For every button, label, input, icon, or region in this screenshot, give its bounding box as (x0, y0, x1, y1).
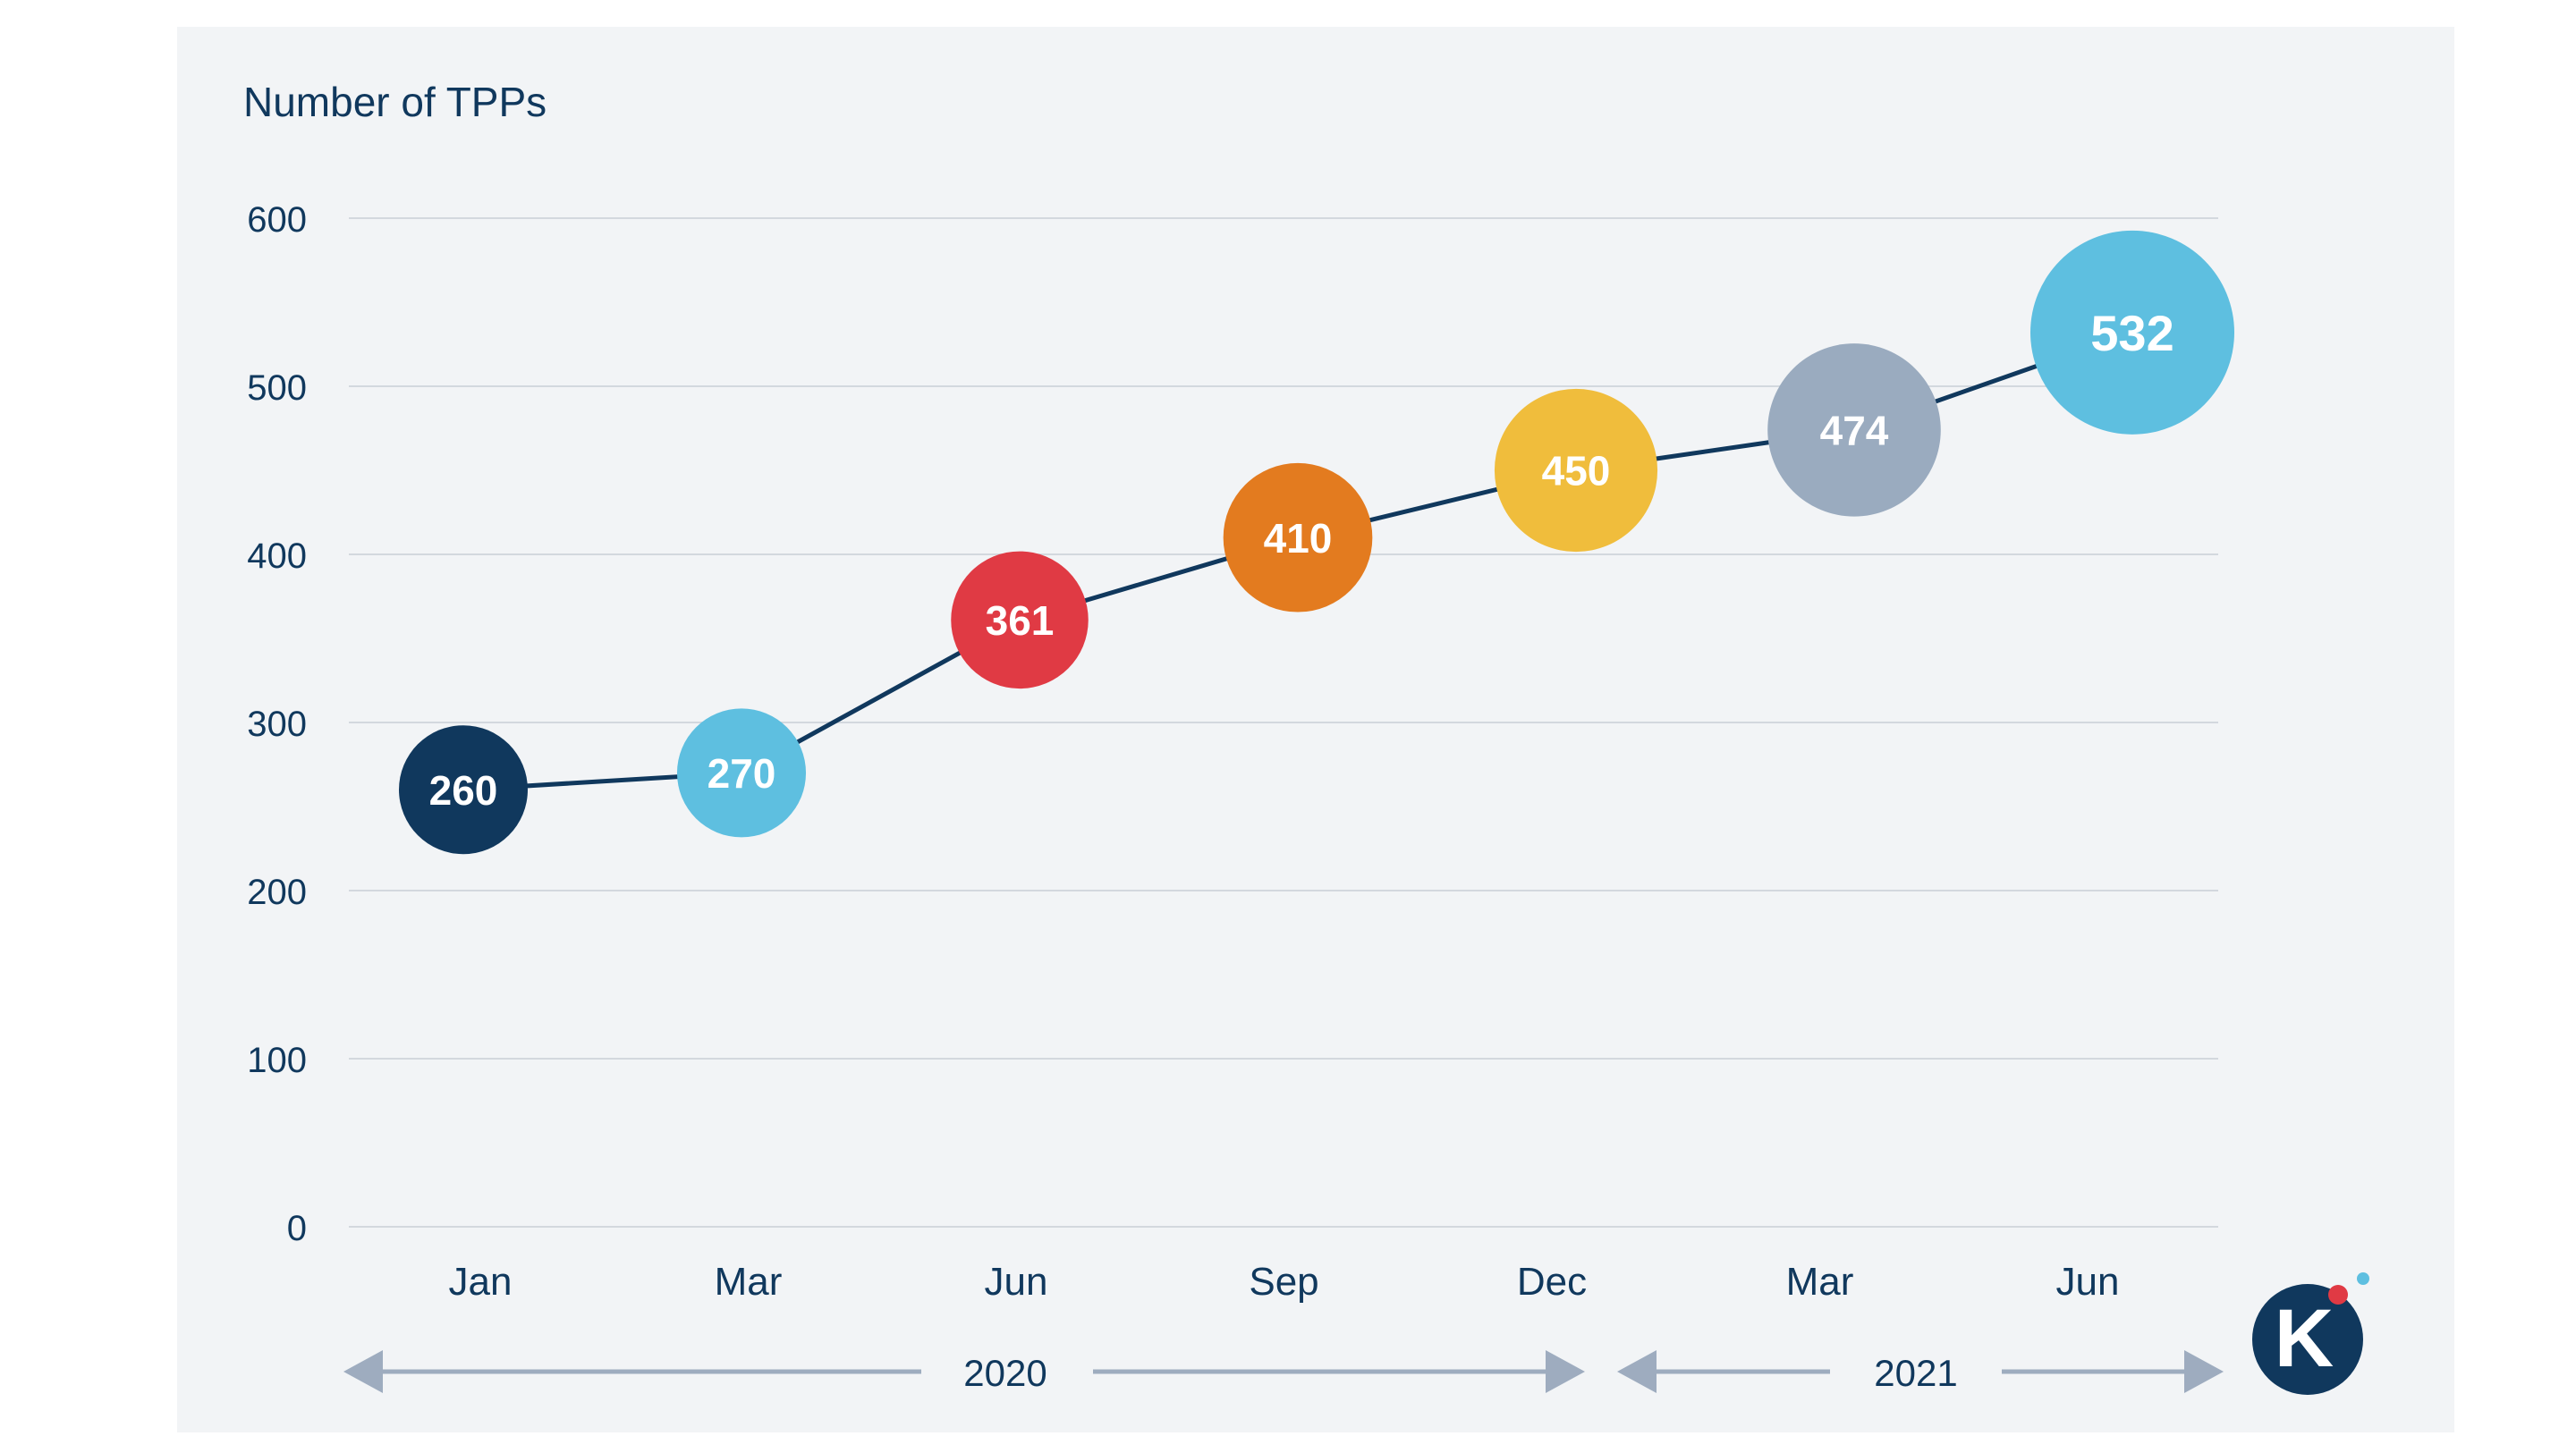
x-tick-labels: Jan Mar Jun Sep Dec Mar Jun (449, 1260, 2120, 1304)
period-label: 2021 (1874, 1352, 1957, 1394)
logo-letter: K (2275, 1293, 2334, 1384)
data-label: 450 (1542, 448, 1611, 494)
gridlines (349, 217, 2218, 1228)
arrow-head-left (343, 1350, 383, 1393)
data-point-bubble (1767, 343, 1941, 517)
data-label: 361 (986, 597, 1055, 644)
y-tick-label: 400 (247, 536, 307, 576)
brand-logo: K (2252, 1272, 2369, 1395)
y-tick-label: 0 (287, 1209, 307, 1248)
data-point-bubble (1494, 388, 1658, 553)
logo-blue-dot (2357, 1272, 2369, 1285)
x-tick-label: Jun (985, 1260, 1048, 1304)
x-tick-label: Dec (1517, 1260, 1587, 1304)
tpp-bubble-chart: Number of TPPs 0 100 200 300 400 500 600 260 27… (243, 79, 2369, 1395)
y-tick-label: 500 (247, 368, 307, 408)
arrow-head-left (1617, 1350, 1657, 1393)
arrow-head-right (1546, 1350, 1585, 1393)
y-axis-label: Number of TPPs (243, 79, 547, 125)
logo-circle (2252, 1284, 2363, 1395)
x-tick-label: Jan (449, 1260, 513, 1304)
data-label: 270 (708, 750, 776, 797)
y-tick-label: 300 (247, 705, 307, 744)
data-points: 260 270 361 410 450 474 532 (399, 230, 2234, 855)
y-tick-label: 100 (247, 1041, 307, 1080)
x-tick-label: Jun (2056, 1260, 2120, 1304)
chart-panel: Number of TPPs 0 100 200 300 400 500 600 260 27… (177, 27, 2454, 1432)
data-point-bubble (1223, 462, 1373, 612)
x-tick-label: Sep (1249, 1260, 1318, 1304)
data-point-bubble (951, 551, 1089, 689)
x-tick-label: Mar (715, 1260, 783, 1304)
y-tick-label: 600 (247, 200, 307, 240)
data-point-bubble (399, 725, 528, 855)
data-label: 474 (1820, 407, 1889, 453)
data-point-bubble (676, 708, 807, 838)
data-label: 410 (1264, 515, 1333, 562)
arrow-head-right (2184, 1350, 2224, 1393)
y-tick-labels: 0 100 200 300 400 500 600 (247, 200, 307, 1248)
data-label: 532 (2090, 305, 2174, 361)
data-label: 260 (429, 767, 498, 814)
x-tick-label: Mar (1786, 1260, 1854, 1304)
logo-red-dot (2328, 1285, 2348, 1305)
period-label: 2020 (963, 1352, 1046, 1394)
data-point-bubble (2030, 230, 2234, 435)
period-arrows: 2020 2021 (343, 1350, 2224, 1394)
y-tick-label: 200 (247, 873, 307, 912)
